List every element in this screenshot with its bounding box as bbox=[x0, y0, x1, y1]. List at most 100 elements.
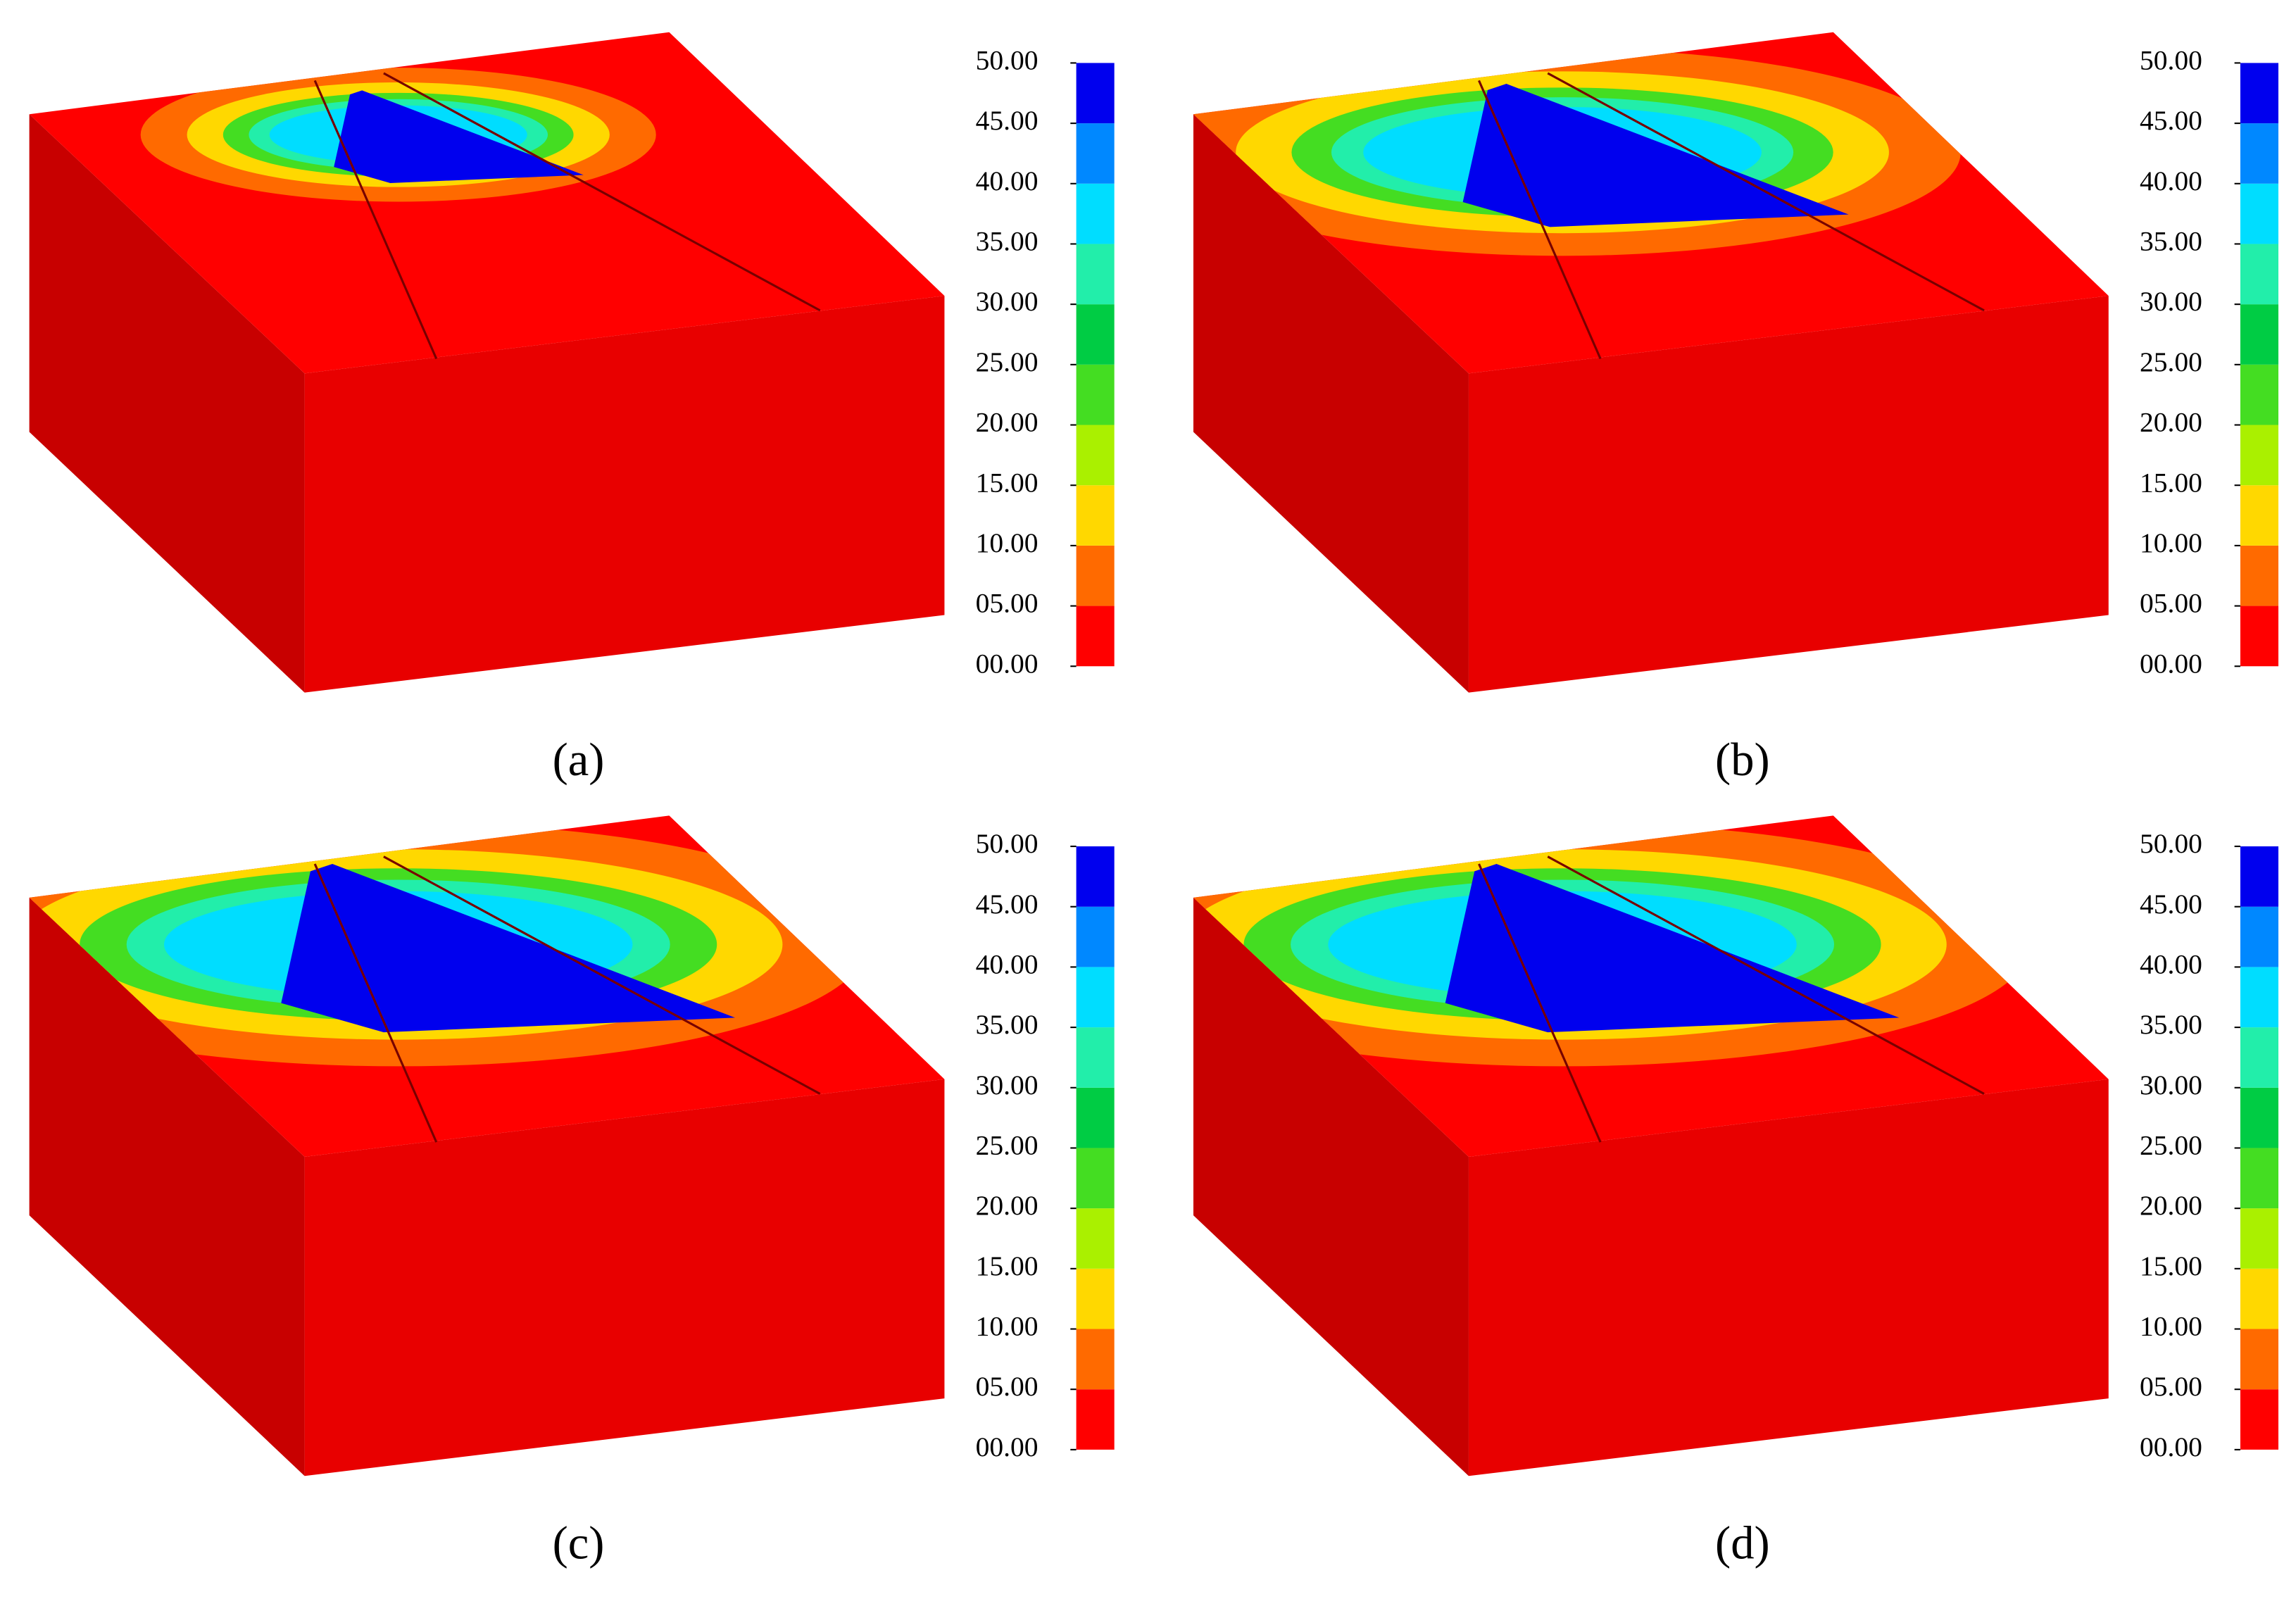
box-left-face bbox=[29, 897, 305, 1476]
colorbar-tick-label: 15.00 bbox=[2140, 1250, 2202, 1281]
colorbar-tick-label: 25.00 bbox=[976, 1130, 1039, 1161]
panel: 00.00 05.00 10.00 15.00 20.00 25.00 30.00 35.00… bbox=[29, 815, 1115, 1569]
colorbar-band bbox=[2240, 183, 2279, 244]
colorbar-tick-label: 15.00 bbox=[976, 1250, 1039, 1281]
colorbar-band bbox=[2240, 606, 2279, 667]
colorbar-band bbox=[2240, 123, 2279, 184]
colorbar-band bbox=[2240, 545, 2279, 606]
colorbar-tick-label: 00.00 bbox=[976, 648, 1039, 679]
colorbar-band bbox=[2240, 244, 2279, 305]
colorbar-tick-label: 30.00 bbox=[2140, 1070, 2202, 1101]
colorbar-tick-label: 20.00 bbox=[976, 1190, 1039, 1221]
colorbar-band bbox=[1076, 364, 1115, 425]
colorbar-band bbox=[1076, 63, 1115, 124]
box-front-face bbox=[1468, 296, 2109, 693]
colorbar-tick-label: 45.00 bbox=[2140, 889, 2202, 920]
panel: 00.00 05.00 10.00 15.00 20.00 25.00 30.00 35.00… bbox=[29, 32, 1115, 786]
colorbar-tick-label: 25.00 bbox=[2140, 346, 2202, 377]
colorbar-tick-label: 10.00 bbox=[2140, 527, 2202, 558]
colorbar-band bbox=[1076, 425, 1115, 486]
colorbar-tick-label: 35.00 bbox=[976, 226, 1039, 257]
colorbar-band bbox=[1076, 485, 1115, 546]
colorbar-tick-label: 30.00 bbox=[2140, 286, 2202, 317]
contour-core bbox=[281, 864, 736, 1033]
colorbar-tick-label: 30.00 bbox=[976, 1070, 1039, 1101]
panel-label: (b) bbox=[1715, 734, 1770, 786]
contour-core bbox=[1462, 84, 1849, 227]
colorbar-tick-label: 45.00 bbox=[2140, 105, 2202, 136]
fracture-line bbox=[1547, 855, 1985, 1095]
colorbar-band bbox=[2240, 967, 2279, 1028]
colorbar-band bbox=[1076, 545, 1115, 606]
colorbar-band bbox=[2240, 1027, 2279, 1088]
colorbar-band bbox=[1076, 1329, 1115, 1390]
colorbar-tick-label: 50.00 bbox=[2140, 828, 2202, 859]
panel: 00.00 05.00 10.00 15.00 20.00 25.00 30.00 35.00… bbox=[1193, 815, 2279, 1569]
colorbar-tick-label: 10.00 bbox=[976, 1311, 1039, 1342]
box-left-face bbox=[1193, 897, 1469, 1476]
colorbar-band bbox=[2240, 485, 2279, 546]
colorbar-tick-label: 05.00 bbox=[2140, 588, 2202, 619]
colorbar-band bbox=[1076, 123, 1115, 184]
colorbar-tick-label: 45.00 bbox=[976, 105, 1039, 136]
colorbar-band bbox=[2240, 364, 2279, 425]
panel-label: (d) bbox=[1715, 1517, 1770, 1569]
colorbar-tick-label: 05.00 bbox=[976, 588, 1039, 619]
colorbar-tick-label: 50.00 bbox=[2140, 44, 2202, 75]
box-left-face bbox=[29, 114, 305, 693]
colorbar-tick-label: 05.00 bbox=[2140, 1371, 2202, 1402]
colorbar-tick-label: 25.00 bbox=[976, 346, 1039, 377]
box-front-face bbox=[304, 296, 945, 693]
colorbar-band bbox=[2240, 1268, 2279, 1329]
colorbar-band bbox=[1076, 846, 1115, 907]
colorbar-tick-label: 40.00 bbox=[2140, 948, 2202, 979]
colorbar-band bbox=[2240, 1329, 2279, 1390]
colorbar-tick-label: 00.00 bbox=[2140, 648, 2202, 679]
colorbar-tick-label: 25.00 bbox=[2140, 1130, 2202, 1161]
colorbar-tick-label: 10.00 bbox=[976, 527, 1039, 558]
colorbar-band bbox=[2240, 1389, 2279, 1450]
colorbar-tick-label: 00.00 bbox=[2140, 1431, 2202, 1462]
panel-label: (a) bbox=[553, 734, 605, 786]
colorbar-tick-label: 20.00 bbox=[976, 407, 1039, 438]
colorbar-band bbox=[2240, 1208, 2279, 1269]
colorbar-tick-label: 35.00 bbox=[2140, 226, 2202, 257]
colorbar-tick-label: 40.00 bbox=[976, 948, 1039, 979]
colorbar-tick-label: 05.00 bbox=[976, 1371, 1039, 1402]
contour-field bbox=[29, 822, 867, 1067]
colorbar-tick-label: 45.00 bbox=[976, 889, 1039, 920]
fracture-line bbox=[1478, 863, 1602, 1143]
fracture-line bbox=[383, 855, 821, 1095]
fracture-line bbox=[313, 863, 438, 1143]
contour-core bbox=[1445, 864, 1900, 1033]
colorbar-tick-label: 20.00 bbox=[2140, 407, 2202, 438]
contour-field bbox=[1193, 49, 1961, 256]
colorbar-band bbox=[2240, 304, 2279, 365]
colorbar-band bbox=[1076, 1389, 1115, 1450]
fracture-line bbox=[383, 72, 821, 312]
fracture-line bbox=[1547, 72, 1985, 312]
colorbar-tick-label: 40.00 bbox=[2140, 165, 2202, 196]
colorbar-tick-label: 30.00 bbox=[976, 286, 1039, 317]
colorbar-tick-label: 50.00 bbox=[976, 828, 1039, 859]
colorbar-band bbox=[1076, 606, 1115, 667]
fracture-line bbox=[313, 80, 438, 360]
colorbar-band bbox=[2240, 63, 2279, 124]
colorbar-band bbox=[1076, 1268, 1115, 1329]
colorbar-band bbox=[1076, 1208, 1115, 1269]
panel-label: (c) bbox=[553, 1517, 605, 1569]
colorbar-tick-label: 35.00 bbox=[2140, 1009, 2202, 1040]
fracture-line bbox=[1478, 80, 1602, 360]
colorbar-band bbox=[1076, 244, 1115, 305]
contour-field bbox=[140, 68, 656, 202]
colorbar-band bbox=[2240, 1148, 2279, 1209]
colorbar-band bbox=[1076, 1087, 1115, 1148]
contour-field bbox=[1193, 822, 2031, 1067]
colorbar-tick-label: 10.00 bbox=[2140, 1311, 2202, 1342]
colorbar-tick-label: 20.00 bbox=[2140, 1190, 2202, 1221]
colorbar-tick-label: 35.00 bbox=[976, 1009, 1039, 1040]
colorbar-band bbox=[2240, 906, 2279, 967]
colorbar-tick-label: 15.00 bbox=[2140, 467, 2202, 498]
colorbar-band bbox=[1076, 906, 1115, 967]
